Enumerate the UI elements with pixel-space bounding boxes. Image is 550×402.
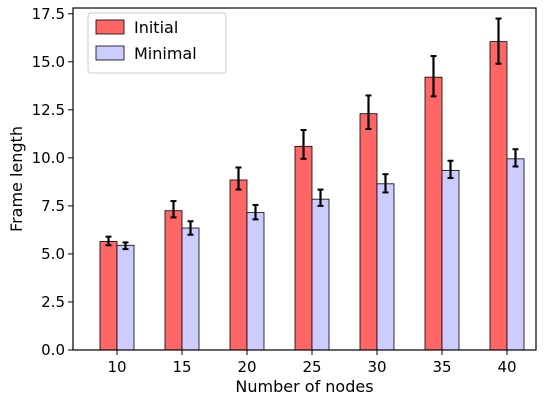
y-tick-label: 5.0 bbox=[41, 245, 65, 263]
x-tick-label: 30 bbox=[367, 358, 386, 376]
y-tick-label: 10.0 bbox=[32, 149, 65, 167]
x-axis-label: Number of nodes bbox=[235, 377, 373, 396]
error-bar-minimal-30 bbox=[382, 173, 389, 194]
legend-swatch-initial bbox=[95, 19, 125, 35]
error-bar-minimal-35 bbox=[447, 159, 454, 180]
error-bar-initial-30 bbox=[365, 94, 372, 131]
bar-minimal-40 bbox=[506, 158, 525, 351]
bar-minimal-10 bbox=[116, 244, 135, 351]
plot-frame bbox=[72, 7, 537, 351]
bar-minimal-35 bbox=[441, 169, 460, 351]
legend: Initial Minimal bbox=[87, 12, 227, 74]
y-tick-label: 12.5 bbox=[32, 101, 65, 119]
y-tick-label: 7.5 bbox=[41, 197, 65, 215]
y-tick-label: 0.0 bbox=[41, 341, 65, 359]
error-bar-initial-10 bbox=[105, 235, 112, 247]
bar-initial-20 bbox=[229, 179, 248, 351]
error-bar-initial-35 bbox=[430, 55, 437, 98]
bar-initial-35 bbox=[424, 76, 443, 351]
y-axis: 0.0 2.5 5.0 7.5 10.0 12.5 15.0 17.5 bbox=[32, 5, 73, 359]
x-tick-label: 15 bbox=[172, 358, 191, 376]
y-tick-label: 2.5 bbox=[41, 293, 65, 311]
bar-initial-30 bbox=[359, 113, 378, 351]
bar-group bbox=[99, 41, 525, 351]
y-tick-label: 17.5 bbox=[32, 5, 65, 23]
error-bar-minimal-10 bbox=[122, 241, 129, 251]
error-bar-minimal-25 bbox=[317, 188, 324, 207]
x-tick-label: 25 bbox=[302, 358, 321, 376]
error-bar-group bbox=[105, 17, 519, 251]
error-bar-initial-20 bbox=[235, 166, 242, 191]
error-bar-initial-40 bbox=[495, 17, 502, 65]
error-bar-initial-25 bbox=[300, 129, 307, 160]
bar-minimal-25 bbox=[311, 198, 330, 351]
bar-initial-15 bbox=[164, 210, 183, 351]
x-tick-label: 40 bbox=[497, 358, 516, 376]
error-bar-minimal-20 bbox=[252, 203, 259, 221]
error-bar-minimal-15 bbox=[187, 220, 194, 236]
error-bar-initial-15 bbox=[170, 200, 177, 219]
error-bar-minimal-40 bbox=[512, 148, 519, 168]
bar-initial-10 bbox=[99, 241, 118, 351]
legend-label-minimal: Minimal bbox=[134, 44, 197, 63]
legend-label-initial: Initial bbox=[134, 18, 178, 37]
x-tick-label: 35 bbox=[432, 358, 451, 376]
bar-initial-25 bbox=[294, 145, 313, 351]
x-tick-label: 20 bbox=[237, 358, 256, 376]
bar-initial-40 bbox=[489, 41, 508, 351]
y-tick-label: 15.0 bbox=[32, 53, 65, 71]
y-axis-label: Frame length bbox=[7, 126, 26, 232]
bar-minimal-15 bbox=[181, 227, 200, 351]
x-tick-label: 10 bbox=[107, 358, 126, 376]
bar-minimal-30 bbox=[376, 183, 395, 351]
x-axis: 10 15 20 25 30 35 40 bbox=[107, 350, 517, 376]
legend-swatch-minimal bbox=[95, 45, 125, 61]
bar-minimal-20 bbox=[246, 212, 265, 351]
